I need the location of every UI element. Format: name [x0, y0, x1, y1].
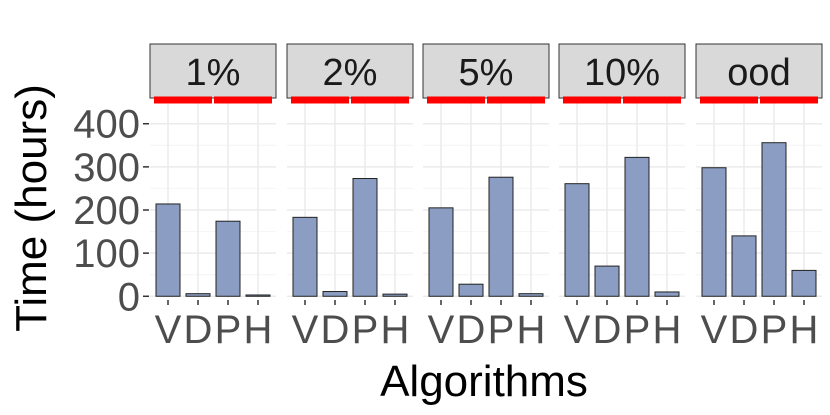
x-tick-label: V: [564, 308, 591, 352]
bar-D: [322, 291, 348, 297]
bar-V: [564, 183, 590, 297]
bar-V: [701, 167, 727, 297]
x-tick-label: D: [730, 308, 759, 352]
x-tick-label: P: [624, 308, 651, 352]
x-tick-label: P: [761, 308, 788, 352]
facet-strip: [422, 43, 550, 99]
bar-H: [654, 291, 680, 297]
bar-V: [155, 203, 181, 297]
bar-P: [352, 178, 378, 297]
bar-D: [458, 283, 484, 297]
bar-P: [761, 142, 787, 297]
facet-strip: [558, 43, 686, 99]
x-tick-label: H: [790, 308, 819, 352]
x-tick-label: H: [381, 308, 410, 352]
bar-D: [185, 293, 211, 297]
x-tick-label: H: [517, 308, 546, 352]
bar-H: [245, 294, 271, 297]
y-tick-label: 0: [118, 275, 140, 319]
x-tick-label: D: [457, 308, 486, 352]
x-tick-label: D: [593, 308, 622, 352]
bar-P: [488, 176, 514, 297]
facet-label: 10%: [584, 52, 660, 94]
x-tick-label: V: [701, 308, 728, 352]
x-tick-label: D: [184, 308, 213, 352]
facet-panel: 2% V D P H: [286, 43, 414, 352]
x-tick-label: P: [352, 308, 379, 352]
y-tick-label: 400: [73, 103, 140, 147]
facet-label: 1%: [186, 52, 241, 94]
x-tick-label: H: [653, 308, 682, 352]
x-tick-label: V: [155, 308, 182, 352]
bar-V: [428, 207, 454, 297]
x-axis-title: Algorithms: [380, 357, 588, 406]
facet-panel: 5% V D P H: [422, 43, 550, 352]
x-tick-label: D: [321, 308, 350, 352]
y-tick-label: 100: [73, 232, 140, 276]
bar-H: [382, 293, 408, 297]
facet-panel: 10% V D P H: [558, 43, 686, 352]
x-tick-label: P: [488, 308, 515, 352]
bar-V: [292, 216, 318, 297]
bar-P: [215, 220, 241, 297]
facet-strip: [695, 43, 823, 99]
facet-label: 5%: [459, 52, 514, 94]
y-tick-label: 300: [73, 146, 140, 190]
x-tick-label: P: [215, 308, 242, 352]
y-axis-title: Time (hours): [7, 84, 56, 332]
facet-strip: [149, 43, 277, 99]
bar-P: [624, 156, 650, 297]
facet-label: ood: [727, 52, 790, 94]
bar-H: [791, 269, 817, 297]
facet-panel: ood V D P H: [695, 43, 823, 352]
y-tick-label: 200: [73, 189, 140, 233]
x-tick-label: V: [292, 308, 319, 352]
x-tick-label: H: [244, 308, 273, 352]
facet-label: 2%: [323, 52, 378, 94]
bar-D: [731, 235, 757, 297]
bar-H: [518, 293, 544, 297]
facet-panel: 1% V D P H: [149, 43, 277, 352]
x-tick-label: V: [428, 308, 455, 352]
bar-D: [594, 265, 620, 297]
facet-strip: [286, 43, 414, 99]
